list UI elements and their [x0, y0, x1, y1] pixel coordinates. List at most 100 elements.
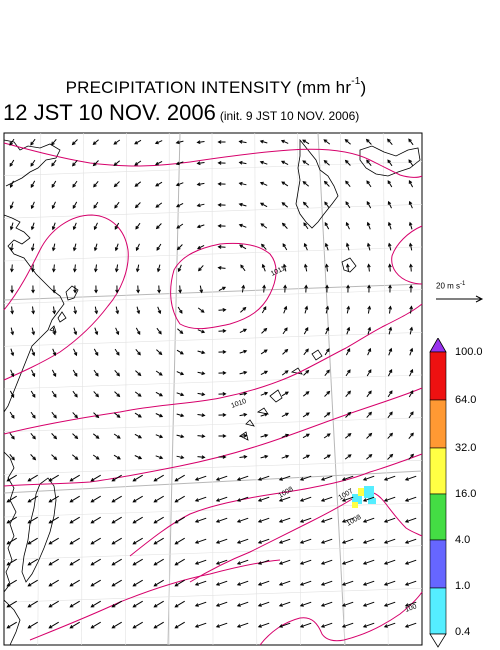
wind-arrow-head: [304, 326, 309, 331]
wind-arrow-head: [95, 456, 100, 460]
wind-arrow-head: [404, 519, 409, 523]
wind-arrow-shaft: [195, 517, 207, 523]
wind-arrow-shaft: [51, 390, 57, 398]
wind-arrow-shaft: [218, 286, 226, 292]
wind-arrow-head: [73, 372, 78, 377]
wind-arrow-head: [153, 582, 158, 587]
wind-arrow-head: [53, 414, 57, 419]
fine-grid-parallel: [3, 204, 423, 219]
wind-arrow-shaft: [133, 600, 143, 608]
coastlines: [3, 138, 421, 646]
wind-arrow-shaft: [52, 348, 56, 356]
wind-arrow-shaft: [176, 413, 184, 417]
wind-arrow-shaft: [28, 537, 38, 545]
wind-arrow-head: [115, 310, 120, 315]
wind-arrow-head: [10, 289, 14, 294]
wind-arrow-shaft: [49, 495, 59, 503]
wind-arrow-shaft: [93, 391, 99, 397]
wind-arrow-shaft: [366, 369, 372, 377]
wind-arrow-shaft: [155, 140, 163, 144]
wind-arrow-head: [367, 305, 372, 310]
wind-arrow-head: [52, 352, 57, 357]
fine-grid-meridian: [81, 132, 84, 646]
scale-label-04: 0.4: [455, 626, 471, 638]
wind-arrow-shaft: [134, 181, 142, 187]
wind-arrow-shaft: [408, 390, 414, 398]
wind-arrow-shaft: [30, 411, 36, 419]
wind-arrow-shaft: [28, 621, 38, 629]
wind-arrow-head: [95, 414, 100, 419]
wind-arrow-head: [116, 351, 120, 356]
wind-arrow-head: [194, 624, 199, 628]
wind-arrow-head: [194, 561, 199, 565]
wind-arrow-head: [409, 284, 413, 289]
wind-arrow-head: [53, 435, 58, 440]
wind-arrow-shaft: [73, 348, 77, 356]
wind-arrow-head: [320, 477, 325, 481]
wind-arrow-shaft: [156, 327, 162, 335]
wind-arrow-head: [27, 540, 32, 545]
wind-arrow-head: [199, 289, 204, 294]
wind-arrow-head: [132, 624, 137, 629]
wind-arrow-shaft: [325, 327, 329, 335]
wind-arrow-head: [215, 519, 220, 523]
wind-arrow-shaft: [342, 538, 354, 544]
scale-band-1: [429, 587, 447, 635]
wind-arrow-head: [260, 223, 265, 227]
wind-arrow-head: [113, 183, 118, 188]
wind-arrow-shaft: [176, 392, 184, 396]
wind-arrow-shaft: [91, 579, 101, 587]
wind-arrow-shaft: [155, 160, 163, 166]
coast-korea: [3, 139, 61, 187]
wind-arrow-shaft: [258, 601, 270, 607]
wind-arrow-shaft: [239, 392, 247, 396]
wind-arrow-head: [194, 540, 199, 544]
wind-arrow-head: [90, 603, 95, 608]
wind-arrow-shaft: [94, 327, 98, 335]
wind-arrow-head: [52, 310, 57, 315]
wind-arrow-shaft: [279, 601, 291, 607]
wind-arrow-shaft: [199, 285, 203, 293]
reference-vector: 20 m s-1: [436, 281, 496, 309]
wind-arrow-shaft: [323, 433, 331, 439]
wind-arrow-head: [320, 540, 325, 544]
wind-arrow-shaft: [321, 496, 333, 502]
wind-arrow-shaft: [279, 538, 291, 544]
wind-arrow-shaft: [409, 327, 413, 335]
wind-arrow-head: [177, 268, 182, 273]
wind-arrow-head: [362, 498, 367, 502]
wind-arrow-head: [134, 183, 139, 187]
wind-arrow-shaft: [197, 162, 205, 164]
wind-arrow-shaft: [49, 537, 59, 545]
wind-arrow-shaft: [7, 579, 17, 587]
wind-arrow-shaft: [114, 369, 120, 377]
fine-grid-meridian: [382, 132, 389, 646]
wind-arrow-shaft: [342, 559, 354, 565]
wind-arrow-shaft: [135, 222, 141, 230]
wind-arrow-head: [347, 369, 351, 374]
wind-arrow-shaft: [324, 222, 330, 230]
wind-arrow-shaft: [114, 348, 120, 356]
wind-arrow-head: [306, 454, 311, 459]
wind-arrow-head: [368, 390, 372, 395]
wind-arrow-head: [362, 540, 367, 544]
wind-arrow-shaft: [195, 622, 207, 628]
wind-arrow-head: [257, 477, 262, 481]
wind-arrow-shaft: [7, 537, 17, 545]
wind-arrow-shaft: [195, 538, 207, 544]
wind-arrow-shaft: [323, 454, 331, 460]
wind-arrow-shaft: [114, 391, 120, 397]
wind-arrow-shaft: [325, 306, 329, 314]
wind-arrow-head: [222, 286, 227, 291]
wind-arrow-head: [137, 351, 141, 356]
wind-arrow-head: [383, 519, 388, 523]
wind-arrow-shaft: [93, 180, 99, 188]
wind-arrow-head: [115, 331, 120, 336]
wind-arrow-head: [73, 310, 78, 315]
wind-arrow-head: [90, 561, 95, 566]
wind-arrow-head: [132, 498, 137, 503]
wind-arrow-shaft: [405, 496, 417, 502]
wind-arrow-shaft: [366, 390, 372, 398]
wind-arrow-head: [158, 351, 163, 356]
wind-arrow-shaft: [363, 496, 375, 502]
